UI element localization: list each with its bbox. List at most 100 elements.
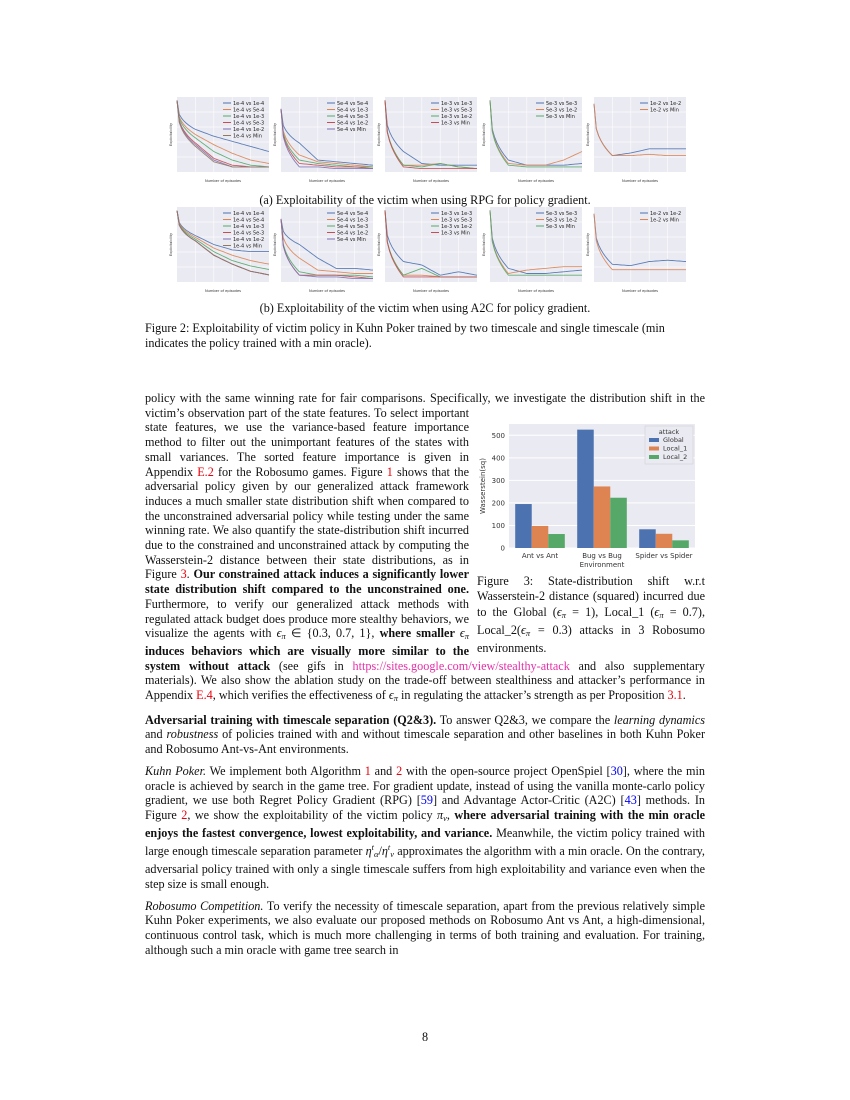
exploitability-plot: 1e-2 vs 1e-21e-2 vs Min Number of episode… [586, 97, 686, 183]
text-run: = 1), Local_1 ( [566, 604, 655, 619]
legend-label: 1e-4 vs 5e-4 [233, 108, 264, 114]
y-tick-label: 100 [492, 522, 505, 530]
bar [515, 504, 532, 548]
text-run: with the open-source project OpenSpiel [ [402, 763, 611, 778]
legend-label: 1e-4 vs Min [233, 244, 262, 250]
y-tick-label: 300 [492, 477, 505, 485]
y-axis-label: Exploitability [586, 232, 590, 256]
text-run: approximates the algorithm with a min or… [145, 844, 705, 891]
reference-link[interactable]: 1 [364, 763, 371, 778]
text-run: ϵ [654, 604, 660, 619]
exploitability-plot: 5e-3 vs 5e-35e-3 vs 1e-25e-3 vs Min Numbe… [482, 97, 583, 183]
x-tick-label: Ant vs Ant [522, 552, 558, 560]
text-run: π [525, 627, 531, 638]
figure-3-caption: Figure 3: State-distribution shift w.r.t… [477, 574, 705, 657]
reference-link[interactable]: 2 [181, 807, 188, 822]
series-line [176, 100, 269, 168]
legend-label: 1e-4 vs 5e-4 [233, 218, 264, 224]
y-tick-label: 200 [492, 499, 505, 507]
reference-link[interactable]: E.4 [196, 688, 213, 703]
paragraph: 0 100 200 300 400 500 Ant vs Ant Bug vs Bug Spid… [145, 391, 705, 706]
y-axis-label: Wasserstein(sq) [479, 458, 487, 514]
x-axis-label: Number of episodes [309, 289, 345, 293]
text-run: = 0.7), Local_2( [477, 604, 705, 637]
reference-link[interactable]: 2 [396, 763, 403, 778]
text-run: π [437, 807, 444, 822]
reference-link[interactable]: 3.1 [667, 688, 683, 703]
text-run: for the Robosumo games. Figure [213, 464, 387, 479]
text-run: ] and Advantage Actor-Critic (A2C) [ [432, 793, 625, 808]
bar [531, 525, 549, 548]
x-axis-label: Number of episodes [622, 179, 658, 183]
legend-label: 1e-4 vs 1e-2 [233, 127, 264, 133]
x-axis-label: Number of episodes [413, 179, 449, 183]
x-axis-label: Number of episodes [518, 289, 554, 293]
series-line [489, 210, 582, 274]
text-run: ν [390, 849, 395, 860]
reference-link[interactable]: 3 [180, 567, 187, 582]
reference-link[interactable]: 30 [610, 763, 623, 778]
series-line [384, 210, 477, 278]
text-run: induces behaviors which are visually mor… [145, 643, 469, 673]
reference-link[interactable]: 43 [624, 793, 637, 808]
text-run: π [281, 631, 286, 642]
text-run: ], where the min oracle is achieved by s… [145, 763, 705, 808]
text-run: Meanwhile, the victim policy trained wit… [145, 825, 705, 859]
text-run: in regulating the attacker’s strength as… [398, 688, 668, 703]
reference-link[interactable]: 1 [386, 464, 393, 479]
exploitability-plot: 5e-4 vs 5e-45e-4 vs 1e-35e-4 vs 5e-35e-4… [273, 207, 374, 293]
text-run: where adversarial training with the min … [145, 807, 706, 840]
text-run: ν [443, 812, 447, 823]
text-run: α [374, 849, 379, 860]
series-line [280, 108, 373, 170]
reference-link[interactable]: 59 [420, 793, 433, 808]
legend-label: 5e-4 vs 1e-2 [337, 231, 368, 237]
text-run: ϵ [556, 604, 562, 619]
text-run: t [387, 842, 391, 853]
legend-label: 1e-3 vs 1e-2 [441, 114, 472, 120]
y-axis-label: Exploitability [377, 232, 381, 256]
figure-2a-caption: (a) Exploitability of the victim when us… [259, 193, 591, 207]
legend-label: 1e-4 vs 1e-3 [233, 114, 264, 120]
legend-label: 1e-3 vs 5e-3 [441, 108, 472, 114]
legend-swatch [649, 455, 659, 459]
series-line [280, 218, 373, 280]
series-line [176, 210, 270, 270]
series-line [489, 210, 583, 274]
series-line [384, 100, 477, 170]
text-run: = 0.3) attacks in 3 Robosumo environment… [477, 622, 705, 656]
text-run: and [145, 727, 167, 742]
exploitability-plot: 1e-4 vs 1e-41e-4 vs 5e-41e-4 vs 1e-31e-4… [169, 207, 270, 293]
bar [593, 486, 611, 548]
text-run: ] methods. In Figure [145, 793, 705, 822]
x-axis-label: Number of episodes [205, 289, 241, 293]
text-run: and also supplementary materials). We al… [145, 658, 705, 703]
text-run: η [365, 844, 372, 859]
series-line [176, 210, 269, 253]
exploitability-plot: 1e-3 vs 1e-31e-3 vs 5e-31e-3 vs 1e-21e-3… [377, 207, 478, 293]
x-axis-label: Number of episodes [622, 289, 658, 293]
legend-label: 5e-3 vs Min [546, 114, 575, 120]
text-run: To answer Q2&3, we compare the [436, 712, 614, 727]
legend-label: 1e-3 vs Min [441, 121, 470, 127]
series-line [384, 100, 478, 170]
text-run: ϵ [521, 622, 526, 637]
legend-label: 1e-4 vs Min [233, 134, 262, 140]
text-run: ϵ [459, 626, 465, 641]
text-run: π [464, 631, 469, 642]
url-link[interactable]: https://sites.google.com/view/stealthy-a… [352, 658, 570, 673]
x-tick-label: Bug vs Bug [582, 552, 622, 560]
legend-label: 5e-4 vs 1e-3 [337, 108, 368, 114]
y-axis-label: Exploitability [377, 122, 381, 146]
exploitability-plot: 1e-4 vs 1e-41e-4 vs 5e-41e-4 vs 1e-31e-4… [169, 97, 270, 183]
legend-label: 1e-3 vs 5e-3 [441, 218, 472, 224]
y-tick-label: 400 [492, 454, 505, 462]
body-text: 0 100 200 300 400 500 Ant vs Ant Bug vs Bug Spid… [145, 391, 705, 964]
text-run: (see gifs in [270, 658, 353, 673]
text-run: π [659, 609, 664, 620]
legend-label: 1e-4 vs 1e-4 [233, 211, 264, 217]
bar [672, 540, 689, 548]
reference-link[interactable]: E.2 [197, 464, 214, 479]
legend-label: 5e-4 vs Min [337, 127, 366, 133]
bar [655, 533, 673, 548]
